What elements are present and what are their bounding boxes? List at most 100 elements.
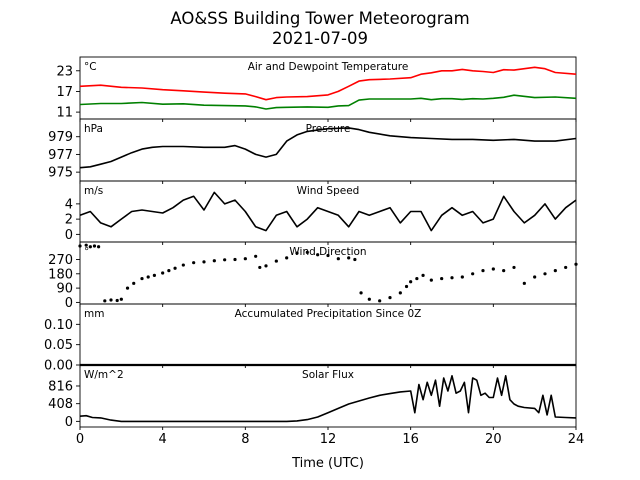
y-tick-label: 0.00 [44,359,73,374]
panel-unit-label: m/s [84,185,103,197]
wind-direction-point [295,251,299,255]
y-tick-label: 11 [56,106,73,121]
wind-direction-point [316,253,320,257]
wind-direction-point [285,256,289,260]
wind-direction-point [140,276,144,281]
wind-direction-point [502,269,506,273]
series-line-default [79,127,577,169]
wind-direction-point [274,259,278,263]
wind-direction-point [97,245,101,249]
wind-direction-point [512,265,516,270]
wind-direction-point [353,257,357,262]
x-tick-label: 16 [402,432,419,447]
wind-direction-point [347,256,351,260]
wind-direction-point [202,260,206,264]
y-tick-label: 0 [65,228,73,243]
wind-direction-point [404,284,409,289]
wind-direction-point [367,297,371,301]
wind-direction-point [533,275,537,279]
panel-unit-label: W/m^2 [84,369,124,381]
wind-direction-point [415,276,419,281]
y-tick-label: 0.10 [44,318,73,333]
y-tick-label: 0 [65,296,73,311]
wind-direction-point [336,257,340,261]
wind-direction-point [409,280,413,284]
wind-direction-point [264,264,268,268]
series-line-dewpoint [79,94,577,110]
wind-direction-point [146,275,150,279]
wind-direction-point [522,281,526,285]
panel-1: °C Air and Dewpoint Temperature 11 17 23 [56,56,577,122]
wind-direction-point [258,265,262,270]
series-line-default [79,374,577,423]
panel-title: Solar Flux [302,369,354,381]
panel-unit-label: hPa [84,123,103,135]
panel-title: Air and Dewpoint Temperature [248,61,409,73]
series-line-temperature [79,66,577,101]
wind-direction-point [359,291,363,295]
y-tick-label: 977 [48,148,73,163]
wind-direction-point [305,250,309,254]
x-tick-label: 8 [241,432,249,447]
y-tick-label: 816 [48,379,73,394]
wind-direction-point [378,299,382,303]
y-tick-label: 408 [48,397,73,412]
y-tick-label: 0 [65,415,73,430]
panel-unit-label: °C [84,61,97,73]
wind-direction-point [471,272,475,276]
wind-direction-point [421,273,425,277]
wind-direction-point [233,257,237,262]
wind-direction-point [181,263,185,267]
y-tick-label: 180 [48,267,73,282]
x-tick-label: 12 [320,432,337,447]
wind-direction-point [553,269,557,273]
wind-direction-point [103,299,107,303]
y-tick-label: 2 [65,213,73,228]
wind-direction-point [212,259,216,263]
wind-direction-point [429,278,433,282]
wind-direction-point [173,266,177,270]
wind-direction-point [132,281,136,285]
x-axis: 0 4 8 12 16 20 24 [76,432,584,447]
x-tick-label: 0 [76,432,84,447]
panel-unit-label: mm [84,308,104,320]
wind-direction-point [388,296,392,300]
wind-direction-point [115,298,119,303]
wind-direction-point [460,275,464,279]
panel-title: Accumulated Precipitation Since 0Z [235,308,422,320]
y-tick-label: 975 [48,166,73,181]
y-tick-label: 979 [48,130,73,145]
panel-6: W/m^2 Solar Flux 0 408 816 [48,364,577,430]
x-tick-label: 20 [485,432,502,447]
y-tick-label: 90 [56,282,73,297]
panel-3: m/s Wind Speed 024 [65,180,577,245]
wind-direction-point [152,273,156,277]
wind-direction-point [88,245,92,249]
wind-direction-point [84,243,88,247]
wind-direction-point [481,269,485,273]
wind-direction-point [243,257,247,261]
y-tick-label: 270 [48,253,73,268]
x-axis-label: Time (UTC) [291,456,364,471]
wind-direction-point [161,271,165,275]
wind-direction-point [192,261,196,265]
x-tick-label: 24 [568,432,585,447]
panel-title: Wind Direction [289,246,366,258]
wind-direction-point [491,267,495,271]
wind-direction-point [398,291,402,295]
y-tick-label: 4 [65,197,73,212]
y-tick-label: 23 [56,64,73,79]
series-line-default [79,191,577,232]
wind-direction-point [543,272,547,276]
panel-title: Wind Speed [297,185,360,197]
wind-direction-point [254,254,258,258]
wind-direction-point [440,276,444,281]
wind-direction-point [167,269,171,273]
wind-direction-point [450,276,454,280]
y-tick-label: 0.05 [44,338,73,353]
wind-direction-point [326,253,330,258]
figure-title: AO&SS Building Tower Meteorogram [170,9,469,28]
